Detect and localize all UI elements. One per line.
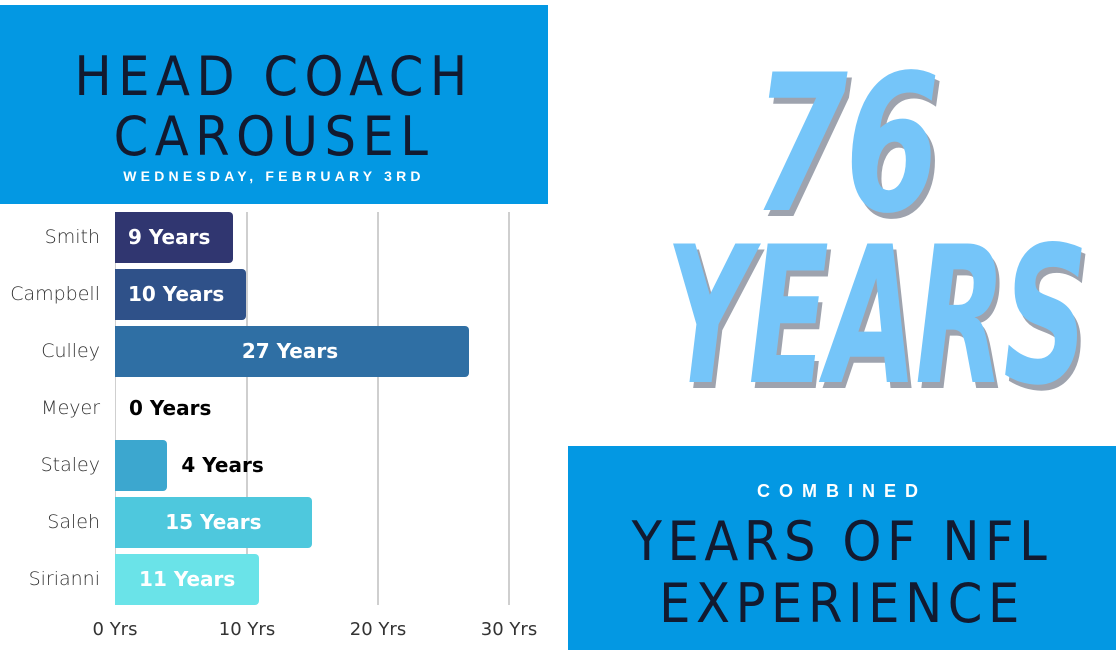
bar-value-label: 10 Years: [128, 282, 225, 306]
bar-value-label: 11 Years: [139, 567, 236, 591]
bar: [115, 497, 312, 548]
x-tick-30: 30 Yrs: [480, 619, 538, 640]
bar: [115, 269, 246, 320]
bar-value-label: 4 Years: [181, 453, 264, 477]
category-label: Smith: [44, 226, 100, 248]
category-label: Sirianni: [28, 568, 100, 590]
category-label: Staley: [40, 454, 100, 476]
title-line-1: HEAD COACH: [74, 45, 474, 108]
x-tick-10: 10 Yrs: [218, 619, 276, 640]
date-subtitle: WEDNESDAY, FEBRUARY 3RD: [123, 168, 425, 184]
category-label: Culley: [41, 340, 100, 362]
total-years-number: 76: [752, 34, 940, 255]
bar-value-label: 27 Years: [241, 339, 339, 363]
bar: [115, 554, 260, 605]
bar: [115, 440, 168, 491]
combined-label: COMBINED: [757, 481, 927, 501]
gridline-20: [377, 212, 379, 605]
bar-value-label: 9 Years: [128, 225, 211, 249]
title-line-2: CAROUSEL: [113, 105, 435, 168]
x-tick-20: 20 Yrs: [349, 619, 407, 640]
bar-chart: Smith 9 Years Campbell 10 Years Culley 27 Yea…: [0, 205, 560, 650]
category-label: Meyer: [41, 397, 100, 419]
category-label: Campbell: [10, 283, 100, 305]
experience-banner: COMBINED YEARS OF NFL EXPERIENCE: [568, 446, 1116, 650]
category-label: Saleh: [47, 511, 100, 533]
bar: [115, 326, 469, 377]
bar: [115, 212, 233, 263]
axis-zero-line: [115, 212, 116, 605]
gridline-10: [246, 212, 248, 605]
bar-value-label: 15 Years: [165, 510, 262, 534]
caption-line-2: EXPERIENCE: [659, 572, 1025, 635]
x-tick-0: 0 Yrs: [92, 619, 138, 640]
total-years-unit: YEARS: [665, 206, 1089, 427]
caption-line-1: YEARS OF NFL: [631, 510, 1053, 573]
title-banner: HEAD COACH CAROUSEL WEDNESDAY, FEBRUARY …: [0, 5, 548, 204]
bar-value-label: 0 Years: [129, 396, 212, 420]
gridline-30: [508, 212, 510, 605]
